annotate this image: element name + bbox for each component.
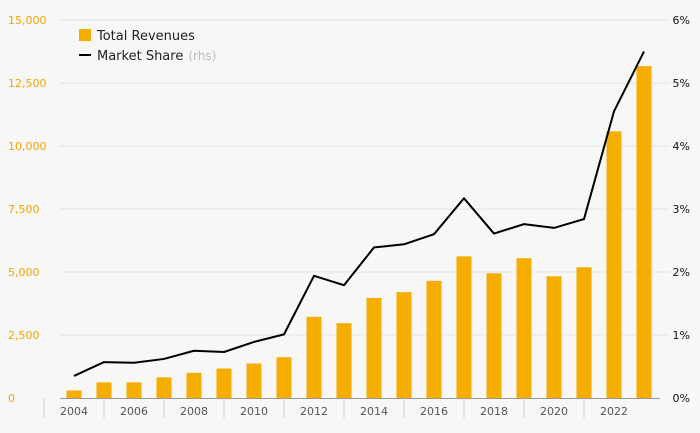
x-tick-label-2006: 2006 — [120, 405, 148, 418]
bar-2008 — [186, 372, 202, 398]
bar-2022 — [606, 131, 622, 398]
bar-2014 — [366, 297, 382, 398]
gridlines — [60, 19, 670, 336]
left-tick-label-12-500: 12,500 — [8, 77, 47, 90]
market-share-line — [73, 51, 645, 377]
legend-swatch-total-revenues — [79, 29, 91, 41]
x-tick-label-2010: 2010 — [240, 405, 268, 418]
left-axis: 0 2,500 5,000 7,500 10,000 12,500 15,000 — [8, 14, 47, 405]
right-tick-label-6: 6% — [673, 14, 690, 27]
bar-2010 — [246, 363, 262, 398]
right-tick-label-0: 0% — [673, 392, 690, 405]
left-tick-label-5-000: 5,000 — [8, 266, 40, 279]
bar-2018 — [486, 273, 502, 398]
bar-2023 — [636, 66, 652, 398]
x-tick-label-2004: 2004 — [60, 405, 88, 418]
x-axis: 2004 2006 2008 2010 2012 2014 2016 2018 2020 2022 — [43, 398, 660, 418]
legend-label-market-share: Market Share (rhs) — [97, 49, 216, 64]
x-tick-label-2014: 2014 — [360, 405, 388, 418]
left-tick-label-15-000: 15,000 — [8, 14, 47, 27]
bar-2019 — [516, 258, 532, 398]
x-tick-label-2012: 2012 — [300, 405, 328, 418]
right-tick-label-1: 1% — [673, 329, 690, 342]
x-tick-label-2020: 2020 — [540, 405, 568, 418]
bar-2013 — [336, 323, 352, 398]
x-tick-label-2016: 2016 — [420, 405, 448, 418]
left-tick-label-7-500: 7,500 — [8, 203, 40, 216]
right-tick-label-3: 3% — [673, 203, 690, 216]
bars — [66, 66, 652, 398]
legend-label-total-revenues: Total Revenues — [96, 29, 195, 44]
x-tick-label-2022: 2022 — [600, 405, 628, 418]
right-axis: 0% 1% 2% 3% 4% 5% 6% — [673, 14, 690, 405]
right-tick-label-2: 2% — [673, 266, 690, 279]
bar-2011 — [276, 357, 292, 398]
legend: Total Revenues Market Share (rhs) — [79, 29, 216, 64]
right-tick-label-5: 5% — [673, 77, 690, 90]
bar-2020 — [546, 276, 562, 398]
bar-2006 — [126, 382, 142, 398]
bar-2016 — [426, 280, 442, 398]
bar-2007 — [156, 377, 172, 398]
left-tick-label-0: 0 — [8, 392, 15, 405]
bar-2021 — [576, 267, 592, 398]
bar-2012 — [306, 316, 322, 398]
right-tick-label-4: 4% — [673, 140, 690, 153]
left-tick-label-2-500: 2,500 — [8, 329, 40, 342]
bar-2005 — [96, 382, 112, 398]
x-tick-label-2008: 2008 — [180, 405, 208, 418]
bar-2017 — [456, 256, 472, 398]
bar-2009 — [216, 368, 232, 398]
left-tick-label-10-000: 10,000 — [8, 140, 47, 153]
x-tick-label-2018: 2018 — [480, 405, 508, 418]
bar-2015 — [396, 292, 412, 398]
market-share-line-group — [73, 51, 645, 377]
bar-2004 — [66, 390, 82, 398]
